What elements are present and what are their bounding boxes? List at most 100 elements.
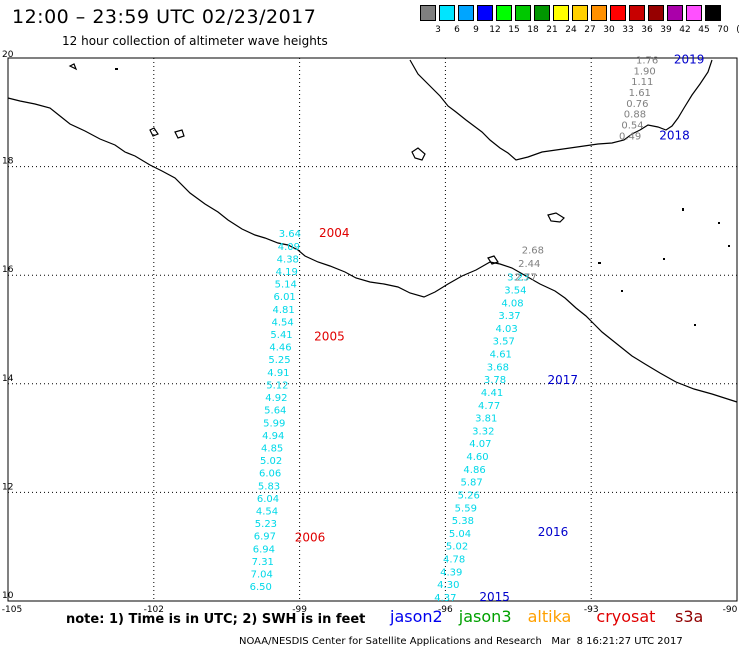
wave-height-value: 5.23 — [255, 519, 277, 530]
lat-tick-label: 14 — [2, 374, 14, 384]
track-time-label: 2004 — [319, 226, 350, 240]
legend-swatch — [515, 5, 531, 21]
map-frame — [7, 57, 738, 602]
wave-height-value: 5.26 — [458, 490, 480, 501]
wave-height-value: 4.03 — [496, 324, 518, 335]
wave-height-value: 5.14 — [275, 280, 297, 291]
wave-height-value: 4.54 — [256, 507, 278, 518]
lat-tick-label: 10 — [2, 591, 14, 601]
footer-note: note: 1) Time is in UTC; 2) SWH is in fe… — [66, 612, 366, 627]
wave-height-value: 5.41 — [270, 330, 292, 341]
legend-label: 21 — [546, 25, 558, 35]
wave-height-value: 7.04 — [251, 570, 273, 581]
wave-height-value: 6.06 — [259, 469, 281, 480]
wave-height-value: 3.54 — [504, 285, 526, 296]
satellite-label-cryosat: cryosat — [596, 607, 656, 626]
wave-height-value: 5.83 — [258, 481, 280, 492]
track-time-label: 2015 — [479, 590, 510, 604]
legend-label: 45 — [698, 25, 710, 35]
legend-label: 30 — [603, 25, 615, 35]
legend-swatch — [553, 5, 569, 21]
legend-swatch — [458, 5, 474, 21]
wave-height-value: 3.32 — [472, 426, 494, 437]
wave-height-value: 4.60 — [466, 452, 488, 463]
legend-swatch — [591, 5, 607, 21]
wave-height-value: 2.68 — [522, 245, 544, 256]
legend-label: 9 — [473, 25, 479, 35]
legend-label: 18 — [527, 25, 539, 35]
wave-height-value: 4.94 — [262, 431, 284, 442]
wave-height-value: 4.38 — [277, 254, 299, 265]
wave-height-value: 5.02 — [260, 456, 282, 467]
wave-height-value: 0.76 — [626, 99, 648, 110]
legend-swatch — [648, 5, 664, 21]
wave-height-value: 6.01 — [274, 292, 296, 303]
wave-height-value: 4.61 — [490, 350, 512, 361]
wave-height-value: 2.44 — [518, 259, 540, 270]
satellite-label-jason2: jason2 — [390, 607, 443, 626]
lon-tick-label: -102 — [144, 605, 164, 615]
wave-height-value: 5.25 — [268, 355, 290, 366]
lon-tick-label: -99 — [292, 605, 307, 615]
legend-swatch — [496, 5, 512, 21]
legend-label: 27 — [584, 25, 596, 35]
lon-tick-label: -96 — [438, 605, 453, 615]
wave-height-value: 6.97 — [254, 532, 276, 543]
legend-swatch — [705, 5, 721, 21]
wave-height-value: 4.91 — [267, 368, 289, 379]
lat-tick-label: 12 — [2, 482, 13, 492]
wave-height-value: 4.81 — [272, 305, 294, 316]
legend-label: 24 — [565, 25, 577, 35]
wave-height-value: 4.37 — [434, 593, 456, 604]
wave-height-value: 1.11 — [631, 77, 653, 88]
wave-height-value: 3.37 — [498, 311, 520, 322]
satellite-label-jason3: jason3 — [458, 607, 512, 626]
page-title: 12:00 – 23:59 UTC 02/23/2017 — [12, 6, 317, 28]
track-time-label: 2018 — [659, 128, 690, 142]
wave-height-value: 5.64 — [264, 406, 286, 417]
wave-height-value: 4.08 — [501, 298, 523, 309]
wave-height-value: 4.86 — [463, 465, 485, 476]
wave-height-value: 4.85 — [261, 443, 283, 454]
wave-height-value: 3.81 — [475, 414, 497, 425]
wave-height-value: 1.90 — [634, 66, 656, 77]
legend-label: 42 — [679, 25, 691, 35]
wave-height-value: 1.61 — [629, 88, 651, 99]
wave-height-value: 3.68 — [487, 362, 509, 373]
footer-credit: NOAA/NESDIS Center for Satellite Applica… — [239, 636, 683, 647]
lat-tick-label: 20 — [2, 50, 14, 60]
wave-height-value: 5.38 — [452, 516, 474, 527]
wave-height-value: 4.19 — [276, 267, 298, 278]
wave-height-value: 5.12 — [266, 380, 288, 391]
wave-height-value: 3.78 — [484, 375, 506, 386]
track-time-labels: 2004 2005 2006 2015 2016 2017 2018 2019 — [295, 52, 705, 604]
page-subtitle: 12 hour collection of altimeter wave hei… — [62, 34, 328, 48]
wave-height-value: 0.88 — [624, 110, 646, 121]
legend-label: 6 — [454, 25, 460, 35]
lat-tick-label: 18 — [2, 157, 14, 167]
wave-height-value: 4.39 — [440, 567, 462, 578]
track-time-label: 2016 — [538, 525, 569, 539]
wave-height-value: 3.23 — [507, 273, 529, 284]
legend-label: 12 — [489, 25, 501, 35]
coastline — [7, 59, 738, 403]
legend-swatch — [667, 5, 683, 21]
track-time-label: 2005 — [314, 329, 345, 343]
track-time-label: 2017 — [547, 373, 578, 387]
wave-height-value: 4.92 — [265, 393, 287, 404]
wave-height-value: 7.31 — [252, 557, 274, 568]
satellite-label-s3a: s3a — [675, 607, 704, 626]
altimeter-tracks: 3.644.094.384.195.146.014.814.545.414.46… — [250, 55, 659, 604]
legend-swatch — [534, 5, 550, 21]
wave-height-value: 0.54 — [621, 121, 643, 132]
lon-tick-label: -93 — [584, 605, 599, 615]
wave-height-value: 0.49 — [619, 131, 641, 142]
scattered-islands — [115, 68, 730, 326]
legend-swatch — [420, 5, 436, 21]
wave-height-value: 5.87 — [461, 478, 483, 489]
wave-height-value: 5.99 — [263, 418, 285, 429]
wave-height-value: 4.41 — [481, 388, 503, 399]
legend-units: (ft) — [736, 25, 740, 35]
wave-height-value: 3.57 — [493, 337, 515, 348]
